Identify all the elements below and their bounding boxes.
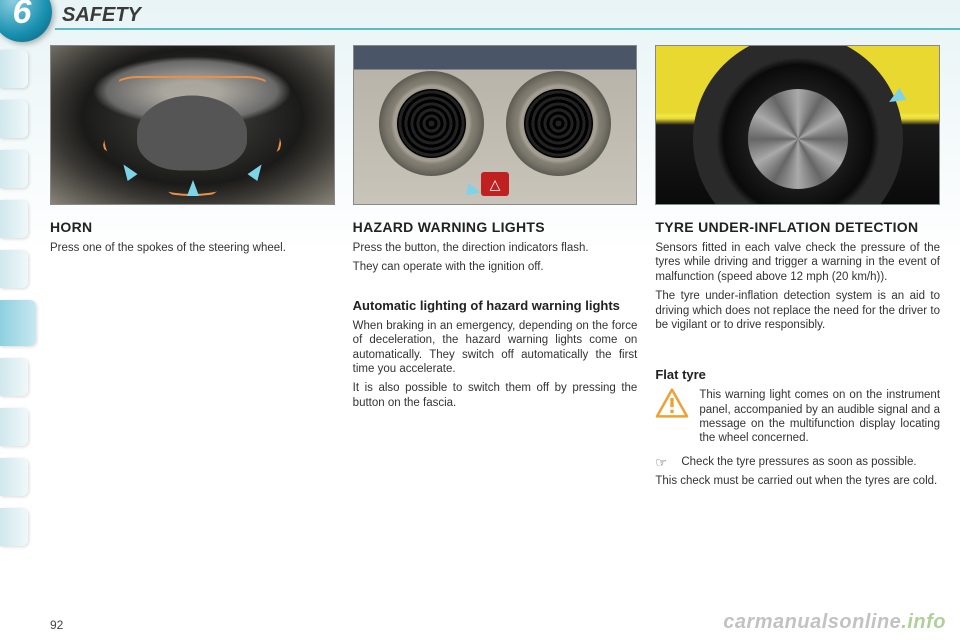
horn-text: Press one of the spokes of the steering … [50, 241, 335, 255]
content-area: HORN Press one of the spokes of the stee… [50, 45, 940, 620]
watermark-suffix: .info [901, 611, 946, 633]
warning-row: This warning light comes on on the instr… [655, 388, 940, 451]
tyre-p2: The tyre under-inflation detection syste… [655, 289, 940, 332]
flat-tyre-bullet: Check the tyre pressures as soon as poss… [681, 455, 916, 469]
horn-heading: HORN [50, 219, 335, 235]
hazard-heading: HAZARD WARNING LIGHTS [353, 219, 638, 235]
side-tab [0, 100, 28, 138]
hazard-p2: They can operate with the ignition off. [353, 260, 638, 274]
photo-tyre [655, 45, 940, 205]
auto-hazard-p1: When braking in an emergency, depending … [353, 319, 638, 377]
side-tab [0, 508, 28, 546]
tyre-heading: TYRE UNDER-INFLATION DETECTION [655, 219, 940, 235]
flat-tyre-warning: This warning light comes on on the instr… [699, 388, 940, 446]
auto-hazard-heading: Automatic lighting of hazard warning lig… [353, 298, 638, 313]
side-tab [0, 250, 28, 288]
chapter-number: 6 [13, 0, 32, 32]
page-number: 92 [50, 618, 63, 632]
warning-triangle-icon [655, 388, 689, 418]
side-tab [0, 50, 28, 88]
flat-tyre-note: This check must be carried out when the … [655, 474, 940, 488]
auto-hazard-p2: It is also possible to switch them off b… [353, 381, 638, 410]
chapter-badge: 6 [0, 0, 52, 42]
watermark: carmanualsonline.info [723, 611, 946, 634]
header-rule [0, 28, 960, 30]
side-tab [0, 358, 28, 396]
column-1: HORN Press one of the spokes of the stee… [50, 45, 335, 620]
photo-hazard-button [353, 45, 638, 205]
hazard-p1: Press the button, the direction indicato… [353, 241, 638, 255]
bullet-row: ☞ Check the tyre pressures as soon as po… [655, 455, 940, 474]
chapter-title: SAFETY [62, 4, 141, 27]
flat-tyre-block: Flat tyre This warning light comes on on… [655, 349, 940, 493]
pointer-icon: ☞ [655, 455, 671, 474]
side-tab-active [0, 300, 36, 346]
side-tab [0, 150, 28, 188]
side-tab [0, 200, 28, 238]
flat-tyre-heading: Flat tyre [655, 367, 940, 382]
tyre-p1: Sensors fitted in each valve check the p… [655, 241, 940, 284]
page: 6 SAFETY HORN Press one of the spokes of… [0, 0, 960, 640]
side-tab [0, 458, 28, 496]
side-tab [0, 408, 28, 446]
watermark-main: carmanualsonline [723, 611, 901, 633]
column-2: HAZARD WARNING LIGHTS Press the button, … [353, 45, 638, 620]
photo-steering-wheel [50, 45, 335, 205]
side-tabs [0, 50, 32, 558]
column-3: TYRE UNDER-INFLATION DETECTION Sensors f… [655, 45, 940, 620]
